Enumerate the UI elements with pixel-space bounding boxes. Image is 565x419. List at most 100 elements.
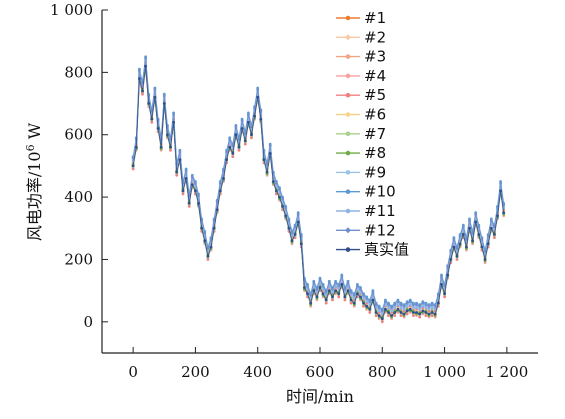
data-point <box>212 219 216 222</box>
legend-item: #3 <box>336 48 386 66</box>
data-point <box>412 314 415 317</box>
data-point <box>430 306 434 310</box>
data-point <box>371 290 375 294</box>
data-point <box>268 152 272 155</box>
data-point <box>237 138 241 141</box>
x-tick-label: 0 <box>128 363 138 381</box>
data-point <box>234 125 238 129</box>
data-point <box>287 226 291 230</box>
data-point <box>502 211 506 215</box>
data-point <box>452 245 456 249</box>
data-point <box>324 290 328 294</box>
data-point <box>362 293 365 297</box>
data-point <box>380 309 384 313</box>
data-point <box>290 239 294 243</box>
data-point <box>315 287 319 291</box>
data-point <box>380 317 384 321</box>
legend-label: #10 <box>364 183 396 201</box>
data-point <box>281 205 284 208</box>
data-point <box>461 233 465 236</box>
data-point <box>427 312 431 316</box>
data-point <box>253 106 256 110</box>
data-point <box>309 301 313 305</box>
data-point <box>412 303 415 307</box>
data-point <box>203 239 207 243</box>
data-point <box>365 300 369 303</box>
data-point <box>458 242 462 246</box>
data-point <box>399 311 403 314</box>
data-point <box>377 309 381 313</box>
data-point <box>430 311 434 314</box>
data-point <box>365 304 369 308</box>
series-12 <box>131 56 506 313</box>
y-tick-label: 0 <box>83 313 93 331</box>
y-tick-label: 400 <box>64 188 93 206</box>
data-point <box>147 102 151 105</box>
data-point <box>181 189 185 193</box>
data-point <box>390 309 393 313</box>
data-point <box>421 304 425 308</box>
legend-marker <box>345 73 351 79</box>
legend-item: #4 <box>336 67 386 85</box>
data-point <box>284 214 288 218</box>
data-point <box>455 254 459 258</box>
data-point <box>449 250 453 254</box>
data-point <box>150 117 154 121</box>
data-point <box>352 297 356 300</box>
legend-label: #4 <box>364 67 386 85</box>
legend-marker <box>345 131 351 137</box>
data-point <box>331 290 334 294</box>
data-point <box>231 152 235 155</box>
x-tick-label: 1 000 <box>423 363 466 381</box>
data-point <box>455 258 459 261</box>
data-point <box>468 219 471 222</box>
data-point <box>362 297 365 300</box>
data-point <box>296 220 300 224</box>
data-point <box>421 309 425 313</box>
data-point <box>399 303 403 307</box>
data-point <box>156 127 160 130</box>
data-point <box>331 298 334 302</box>
plot-area: 0 200 400 600 800 1 000 1 200 0 200 400 600 800 1 0… <box>50 1 538 381</box>
data-point <box>461 225 465 229</box>
data-point <box>134 145 138 149</box>
data-point <box>387 306 390 310</box>
data-point <box>396 303 400 307</box>
data-point <box>449 258 453 261</box>
data-point <box>203 231 207 235</box>
data-point <box>159 145 163 149</box>
data-point <box>197 201 200 205</box>
data-point <box>349 290 353 294</box>
data-point <box>346 281 350 285</box>
data-point <box>187 205 191 208</box>
data-point <box>430 303 434 307</box>
series-layer <box>131 55 506 324</box>
data-point <box>278 195 281 199</box>
data-point <box>234 133 238 137</box>
data-point <box>334 281 337 285</box>
data-point <box>169 148 172 152</box>
data-point <box>486 242 490 246</box>
legend-item: #2 <box>336 28 386 46</box>
data-point <box>415 306 418 310</box>
legend-label: #7 <box>364 125 386 143</box>
data-point <box>259 117 263 121</box>
data-point <box>486 234 490 238</box>
data-point <box>433 312 437 316</box>
data-point <box>178 150 182 154</box>
data-point <box>374 303 378 307</box>
data-point <box>362 301 365 305</box>
legend-marker <box>345 112 351 117</box>
data-point <box>405 301 409 305</box>
legend-label: #12 <box>364 221 396 239</box>
data-point <box>408 303 412 307</box>
data-point <box>440 275 443 278</box>
data-point <box>368 307 372 311</box>
data-point <box>496 214 499 218</box>
data-point <box>399 306 403 310</box>
y-tick-label: 600 <box>64 126 93 144</box>
data-point <box>187 201 191 205</box>
data-point <box>324 293 328 297</box>
data-point <box>306 292 309 296</box>
legend-item: #1 <box>336 9 386 27</box>
